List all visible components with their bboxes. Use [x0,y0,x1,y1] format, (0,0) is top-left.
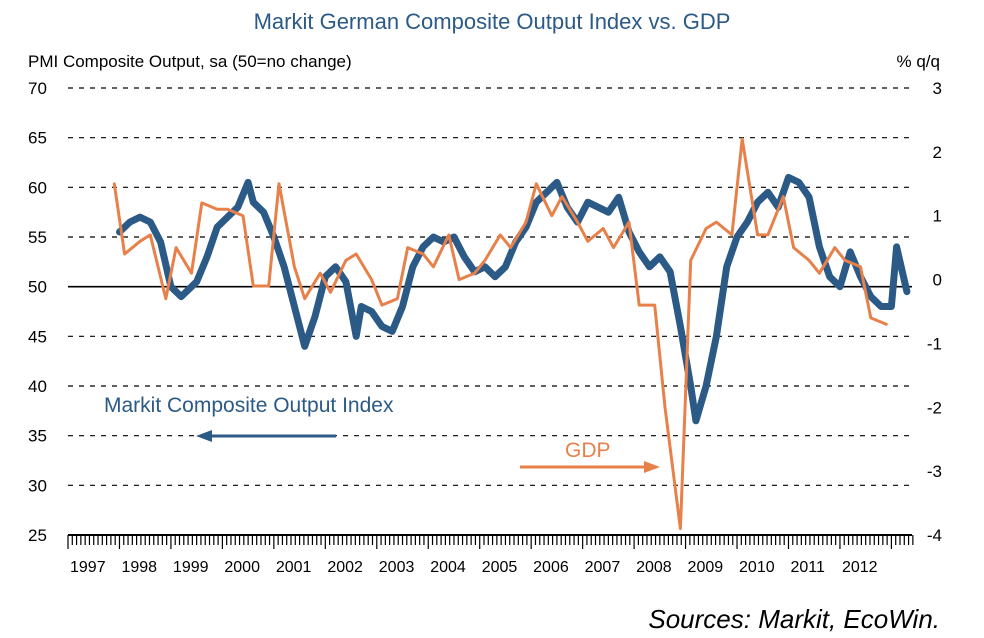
x-tick-label: 2001 [276,559,312,576]
x-tick-label: 2010 [739,559,775,576]
x-tick-label: 2006 [533,559,569,576]
left-tick-label: 30 [28,476,47,495]
left-axis-ticks: 70 65 60 55 50 45 40 35 30 25 [28,79,47,545]
x-tick-label: 2011 [790,559,825,576]
x-axis: 1997 1998 1999 2000 2001 2002 2003 2004 2005 2006… [67,534,914,576]
left-axis-title: PMI Composite Output, sa (50=no change) [28,52,352,71]
right-axis-title: % q/q [897,52,940,71]
gdp-annotation-label: GDP [565,439,611,462]
x-tick-label: 2007 [585,559,621,576]
right-tick-label: 0 [933,271,942,290]
x-tick-label: 2003 [379,559,415,576]
gdp-arrow [520,461,660,473]
left-tick-label: 55 [28,228,47,247]
pmi-series-line [116,173,911,425]
x-tick-label: 2005 [482,559,518,576]
x-tick-label: 2012 [842,559,878,576]
right-tick-label: -3 [927,462,942,481]
gridlines [68,87,912,486]
left-tick-label: 60 [28,178,47,197]
left-tick-label: 50 [28,278,47,297]
source-note: Sources: Markit, EcoWin. [648,604,940,634]
right-axis-ticks: 3 2 1 0 -1 -2 -3 -4 [927,79,942,545]
right-tick-label: 2 [933,143,942,162]
x-tick-label: 1999 [173,559,209,576]
x-tick-label: 2008 [636,559,672,576]
series-lines [112,137,911,531]
right-tick-label: -2 [927,398,942,417]
left-tick-label: 40 [28,377,47,396]
x-tick-label: 2002 [327,559,363,576]
x-tick-label: 2000 [224,559,260,576]
pmi-annotation-label: Markit Composite Output Index [104,394,394,417]
gdp-series-line [112,137,888,531]
left-tick-label: 70 [28,79,47,98]
chart-title: Markit German Composite Output Index vs.… [254,9,731,34]
right-tick-label: 1 [933,207,942,226]
x-tick-label: 2004 [430,559,466,576]
right-tick-label: -1 [927,334,942,353]
x-tick-label: 2009 [688,559,724,576]
left-tick-label: 25 [28,526,47,545]
x-tick-label: 1998 [121,559,157,576]
pmi-arrow [196,430,336,442]
right-tick-label: 3 [933,79,942,98]
x-tick-label: 1997 [70,559,106,576]
left-tick-label: 45 [28,327,47,346]
right-tick-label: -4 [927,526,942,545]
left-tick-label: 35 [28,427,47,446]
left-tick-label: 65 [28,129,47,148]
